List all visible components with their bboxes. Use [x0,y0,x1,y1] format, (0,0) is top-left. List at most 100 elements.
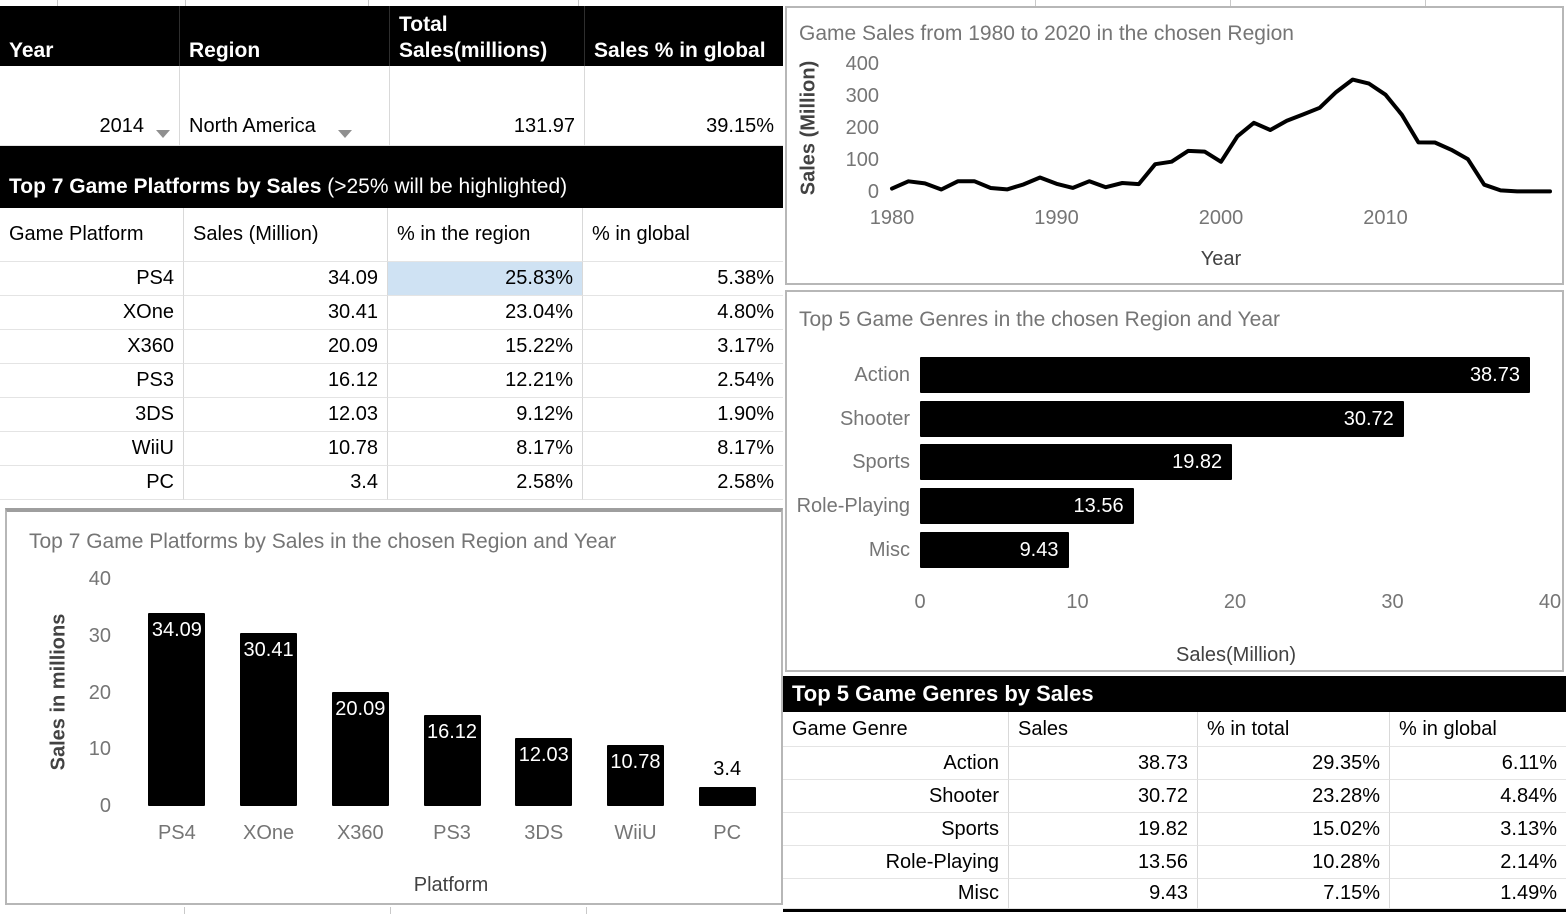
table-cell: 12.21% [388,364,583,398]
bar-slot: 12.03 [498,579,590,806]
table-cell: 5.38% [583,262,783,296]
col-header-pct-global: % in global [583,208,783,262]
table-cell: Sports [783,813,1009,846]
table-row: XOne 30.41 23.04% 4.80% [0,296,783,330]
total-sales-cell: 131.97 [390,66,585,146]
bar: 34.09 [148,612,206,806]
section-title-note: (>25% will be highlighted) [321,175,568,198]
platform-bar-chart[interactable]: Top 7 Game Platforms by Sales in the cho… [5,508,783,905]
table-cell: 2.54% [583,364,783,398]
bar-value-label: 12.03 [518,743,569,766]
table-cell: 25.83% [388,262,583,296]
bar-track: 9.43 [920,531,1550,568]
table-cell: 2.58% [388,466,583,500]
table-cell: 4.80% [583,296,783,330]
dropdown-arrow-icon[interactable] [337,130,352,138]
line-chart-plot [890,77,1552,194]
line-chart-x-axis-title: Year [1200,248,1242,270]
bar-slot: 3.4 [681,579,773,806]
category-label: Action [854,364,910,386]
table-row: Action 38.73 29.35% 6.11% [783,747,1566,780]
bar-slot: 16.12 [406,579,498,806]
category-label: X360 [336,822,384,844]
x-tick-label: 20 [1223,591,1247,613]
genre-chart-x-axis-title: Sales(Million) [1175,644,1297,666]
summary-header-region: Region [180,6,390,71]
y-tick-label: 200 [845,117,879,139]
top-row-strip [0,0,1566,6]
dropdown-arrow-icon[interactable] [156,130,170,138]
table-cell: 4.84% [1390,780,1566,813]
bar-row: Sports 19.82 [787,444,1562,481]
platform-chart-title: Top 7 Game Platforms by Sales in the cho… [29,530,617,553]
sales-line-series [890,77,1552,194]
region-dropdown-cell[interactable]: North America [180,66,390,146]
bar-value-label: 30.72 [1343,407,1394,430]
table-cell: 2.14% [1390,846,1566,879]
bar: 19.82 [920,444,1233,481]
table-cell: 12.03 [184,398,388,432]
x-tick-label: 2010 [1363,207,1408,229]
yearly-sales-line-chart[interactable]: Game Sales from 1980 to 2020 in the chos… [785,6,1564,285]
bar-row: Misc 9.43 [787,531,1562,568]
bar-slot: 10.78 [590,579,682,806]
summary-header-total-sales: Total Sales(millions) [390,6,585,71]
table-cell: 30.41 [184,296,388,330]
table-cell: 34.09 [184,262,388,296]
genre-bar-chart[interactable]: Top 5 Game Genres in the chosen Region a… [785,290,1564,672]
bar: 3.4 [698,758,756,806]
y-tick-label: 0 [99,795,111,817]
x-tick-label: 2000 [1198,207,1244,229]
col-header-game-genre: Game Genre [783,712,1009,747]
bar: 12.03 [515,737,573,806]
summary-table-row: 2014 North America 131.97 39.15% [0,66,783,146]
table-row: Role-Playing 13.56 10.28% 2.14% [783,846,1566,879]
table-cell: Action [783,747,1009,780]
x-tick-label: 1980 [869,207,915,229]
table-cell: PC [0,466,184,500]
bar-row: Shooter 30.72 [787,400,1562,437]
x-tick-label: 10 [1066,591,1089,613]
bar-row: Action 38.73 [787,357,1562,393]
bar-track: 38.73 [920,357,1550,393]
line-chart-y-axis-title: Sales (Million) [797,60,820,196]
table-row: PS4 34.09 25.83% 5.38% [0,262,783,296]
bar-value-label: 13.56 [1073,495,1124,518]
table-row: Sports 19.82 15.02% 3.13% [783,813,1566,846]
category-label: XOne [243,822,295,844]
bar-slot: 20.09 [314,579,406,806]
bar: 30.41 [240,633,298,806]
x-tick-label: 40 [1538,591,1562,613]
y-tick-label: 30 [88,624,111,647]
x-tick-label: 0 [914,591,926,613]
x-tick-label: 1990 [1034,207,1079,229]
x-tick-label: 30 [1381,591,1404,613]
table-row: 3DS 12.03 9.12% 1.90% [0,398,783,432]
table-cell: Misc [783,879,1009,909]
y-tick-label: 20 [88,681,111,704]
table-cell: 16.12 [184,364,388,398]
genre-table-header: Game Genre Sales % in total % in global [783,712,1566,747]
bar-value-label: 34.09 [151,618,202,641]
bar: 10.78 [606,744,664,806]
platform-table-header: Game Platform Sales (Million) % in the r… [0,208,783,262]
bar-value-label: 10.78 [610,750,661,773]
table-row: PC 3.4 2.58% 2.58% [0,466,783,500]
bar-row: Role-Playing 13.56 [787,488,1562,525]
table-cell: 1.49% [1390,879,1566,909]
table-row: Shooter 30.72 23.28% 4.84% [783,780,1566,813]
bar: 30.72 [920,400,1404,437]
bar-slot: 30.41 [223,579,315,806]
col-header-genre-pct-global: % in global [1390,712,1566,747]
bar-value-label: 38.73 [1469,364,1520,386]
category-label: WiiU [614,822,657,844]
table-cell: 10.78 [184,432,388,466]
summary-table-header: Year Region Total Sales(millions) Sales … [0,6,783,71]
year-dropdown-cell[interactable]: 2014 [0,66,180,146]
table-cell: 23.04% [388,296,583,330]
table-cell: 3.13% [1390,813,1566,846]
platform-chart-x-axis-title: Platform [413,874,489,896]
category-label: PS4 [157,822,196,844]
category-label: PS3 [433,822,471,844]
platform-section-band: Top 7 Game Platforms by Sales (>25% will… [0,146,783,208]
